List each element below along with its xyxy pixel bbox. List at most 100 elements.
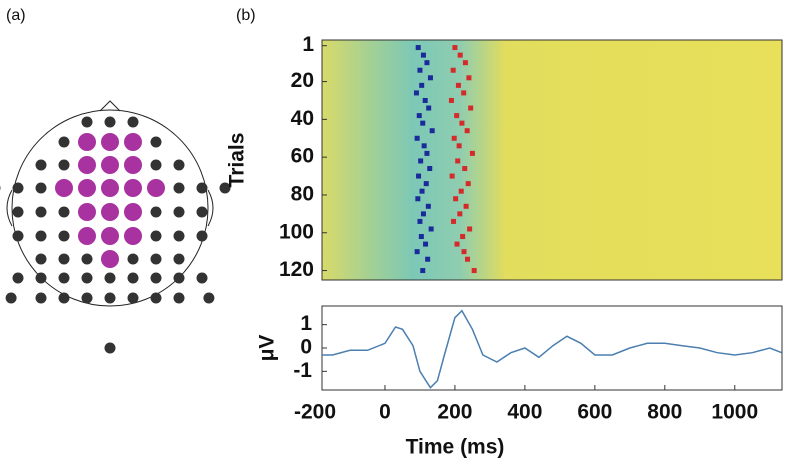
selected-electrode	[55, 179, 73, 197]
electrode	[150, 292, 162, 304]
trial-dot	[414, 249, 420, 255]
electrode	[35, 206, 47, 218]
electrode	[81, 253, 93, 265]
trial-dot	[420, 120, 426, 126]
trial-dot	[461, 90, 467, 96]
trial-dot	[462, 60, 468, 66]
trial-dot	[420, 52, 426, 58]
erp-frame	[321, 305, 783, 391]
trial-dot	[449, 173, 455, 179]
trial-dot	[461, 249, 467, 255]
electrode	[150, 136, 162, 148]
trial-dot	[452, 45, 458, 51]
electrode	[58, 292, 70, 304]
trial-dot	[419, 188, 425, 194]
trial-dot	[455, 82, 461, 88]
trial-dot	[454, 113, 460, 119]
electrode	[81, 272, 93, 284]
trial-dot	[467, 226, 473, 232]
trial-dot	[457, 211, 463, 217]
selected-electrode	[124, 179, 142, 197]
trial-dot	[415, 45, 421, 51]
y-tick-label: -1	[293, 359, 312, 382]
selected-electrode	[147, 179, 165, 197]
electrode	[196, 182, 208, 194]
trial-dot	[425, 203, 431, 209]
x-tick-label: 0	[379, 401, 391, 424]
selected-electrode	[78, 133, 96, 151]
y-tick-label: 0	[300, 336, 312, 359]
trial-dot	[425, 256, 431, 262]
x-tick-label: 800	[647, 401, 682, 424]
heatmap	[321, 39, 783, 281]
trial-dot	[414, 135, 420, 141]
trial-dot	[455, 158, 461, 164]
trial-dot	[422, 97, 428, 103]
electrode	[104, 116, 116, 128]
electrode	[0, 185, 1, 191]
selected-electrode	[101, 250, 119, 268]
selected-electrode	[78, 156, 96, 174]
x-axis-label: Time (ms)	[406, 436, 505, 459]
electrode	[196, 230, 208, 242]
trial-dot	[450, 67, 456, 73]
trial-dot	[423, 241, 429, 247]
electrode	[150, 159, 162, 171]
electrode	[58, 206, 70, 218]
trial-dot	[413, 90, 419, 96]
electrode	[12, 230, 24, 242]
selected-electrode	[78, 203, 96, 221]
electrode	[58, 230, 70, 242]
trial-dot	[457, 52, 463, 58]
electrode	[58, 159, 70, 171]
erp-line	[322, 309, 782, 389]
y-tick-label: 20	[291, 69, 314, 92]
trial-dot	[453, 196, 459, 202]
electrode	[58, 136, 70, 148]
panel-label: (a)	[6, 7, 26, 24]
selected-electrode	[101, 133, 119, 151]
trial-dot	[463, 203, 469, 209]
electrode	[35, 272, 47, 284]
electrode	[104, 292, 116, 304]
selected-electrode	[78, 227, 96, 245]
electrode	[173, 253, 185, 265]
electrode	[196, 206, 208, 218]
y-tick-label: 1	[300, 312, 312, 335]
selected-electrode	[101, 203, 119, 221]
trial-dot	[459, 120, 465, 126]
selected-electrode	[101, 156, 119, 174]
electrode	[127, 272, 139, 284]
electrode	[104, 272, 116, 284]
electrode	[173, 206, 185, 218]
trial-dot	[420, 268, 426, 274]
electrode	[150, 206, 162, 218]
electrode	[5, 292, 17, 304]
trial-dot	[427, 166, 433, 172]
selected-electrode	[101, 179, 119, 197]
y-axis-label: μV	[256, 335, 279, 362]
electrode	[127, 116, 139, 128]
trial-dot	[420, 211, 426, 217]
y-axis-label: Trials	[226, 133, 249, 188]
trial-dot	[424, 150, 430, 156]
electrode	[58, 272, 70, 284]
trial-dot	[448, 97, 454, 103]
trial-dot	[419, 82, 425, 88]
electrode	[58, 253, 70, 265]
trial-dot	[471, 268, 477, 274]
trial-dot	[416, 113, 422, 119]
electrode	[196, 272, 208, 284]
electrode	[173, 292, 185, 304]
selected-electrode	[78, 179, 96, 197]
electrode	[81, 116, 93, 128]
x-tick-label: 400	[507, 401, 542, 424]
trial-dot	[417, 218, 423, 224]
electrode	[35, 292, 47, 304]
selected-electrode	[101, 227, 119, 245]
x-tick-label: -200	[294, 401, 336, 424]
selected-electrode	[124, 133, 142, 151]
trial-dot	[451, 218, 457, 224]
electrode	[173, 182, 185, 194]
